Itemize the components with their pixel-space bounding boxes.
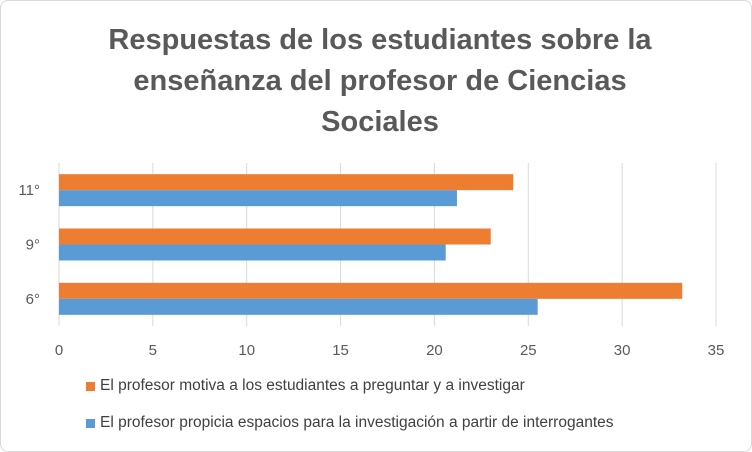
x-tick-label: 0 bbox=[55, 342, 63, 359]
bar-propicia-2 bbox=[59, 190, 457, 207]
legend-item-propicia: El profesor propicia espacios para la in… bbox=[86, 413, 614, 433]
bar-propicia-1 bbox=[59, 244, 446, 261]
x-tick-label: 30 bbox=[614, 342, 631, 359]
bars bbox=[59, 174, 683, 315]
x-tick-label: 10 bbox=[238, 342, 255, 359]
legend-swatch-propicia bbox=[86, 418, 95, 428]
bar-motiva-1 bbox=[59, 228, 491, 245]
bar-propicia-0 bbox=[59, 298, 538, 315]
y-tick-label: 9° bbox=[26, 237, 40, 254]
legend-item-motiva: El profesor motiva a los estudiantes a p… bbox=[86, 376, 614, 396]
legend-label-motiva: El profesor motiva a los estudiantes a p… bbox=[100, 377, 525, 394]
legend-swatch-motiva bbox=[86, 381, 95, 391]
legend-label-propicia: El profesor propicia espacios para la in… bbox=[100, 414, 614, 431]
legend: El profesor motiva a los estudiantes a p… bbox=[86, 376, 614, 450]
y-axis-ticks: 6° 9° 11° bbox=[18, 182, 40, 308]
x-tick-label: 20 bbox=[426, 342, 443, 359]
x-tick-label: 15 bbox=[332, 342, 349, 359]
y-tick-label: 11° bbox=[18, 182, 40, 199]
x-axis-ticks: 0 5 10 15 20 25 30 35 bbox=[55, 342, 725, 359]
x-tick-label: 25 bbox=[520, 342, 537, 359]
chart-title: Respuestas de los estudiantes sobre la e… bbox=[108, 24, 652, 138]
y-tick-label: 6° bbox=[26, 291, 40, 308]
x-tick-label: 5 bbox=[149, 342, 157, 359]
x-tick-label: 35 bbox=[708, 342, 725, 359]
bar-motiva-0 bbox=[59, 282, 683, 299]
bar-motiva-2 bbox=[59, 174, 514, 191]
